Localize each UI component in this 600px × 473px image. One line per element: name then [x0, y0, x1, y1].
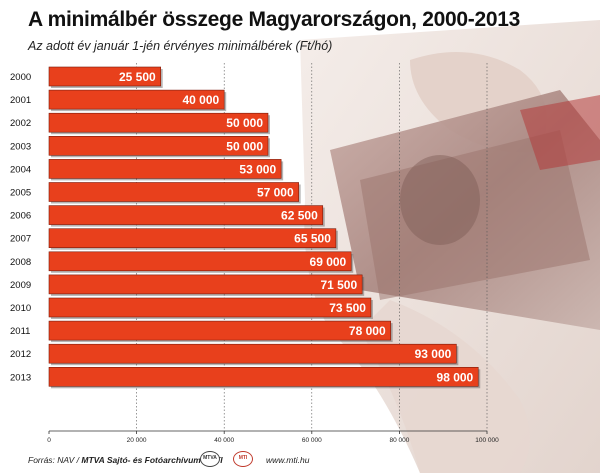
value-label-2008: 69 000 — [310, 255, 347, 269]
year-label-2012: 2012 — [10, 349, 31, 360]
bar-2004 — [48, 159, 282, 179]
chart-title: A minimálbér összege Magyarországon, 200… — [28, 8, 520, 31]
year-label-2005: 2005 — [10, 188, 31, 199]
x-tick-label-20000: 20 000 — [127, 437, 147, 444]
value-label-2001: 40 000 — [182, 93, 219, 107]
year-label-2006: 2006 — [10, 211, 31, 222]
x-tick-label-60000: 60 000 — [302, 437, 322, 444]
mtva-logo-text: MTVA — [203, 455, 217, 461]
bar-2001 — [48, 89, 225, 110]
source-url: www.mti.hu — [266, 455, 310, 465]
source-agency: MTVA Sajtó- és Fotóarchívum / MTI — [81, 455, 223, 465]
bar-2013 — [48, 366, 479, 387]
year-label-2008: 2008 — [10, 257, 31, 268]
x-tick-label-0: 0 — [47, 437, 51, 444]
year-label-2011: 2011 — [10, 326, 30, 337]
bar-2012 — [48, 343, 457, 364]
value-label-2000: 25 500 — [119, 70, 156, 84]
year-label-2001: 2001 — [10, 95, 31, 106]
mtva-logo: MTVA — [200, 451, 220, 467]
year-label-2002: 2002 — [10, 118, 31, 129]
bar-2011 — [48, 320, 391, 341]
x-tick-label-40000: 40 000 — [214, 437, 234, 444]
year-label-2007: 2007 — [10, 234, 31, 245]
source-credit: Forrás: NAV / MTVA Sajtó- és Fotóarchívu… — [28, 455, 223, 465]
value-label-2002: 50 000 — [226, 116, 263, 130]
value-label-2012: 93 000 — [415, 347, 452, 361]
value-label-2010: 73 500 — [329, 301, 366, 315]
value-label-2004: 53 000 — [239, 162, 276, 176]
x-tick-label-80000: 80 000 — [389, 437, 409, 444]
value-label-2009: 71 500 — [320, 278, 357, 292]
bar-2006 — [48, 205, 324, 225]
bar-2007 — [48, 228, 337, 248]
value-label-2003: 50 000 — [226, 139, 263, 153]
source-prefix: Forrás: NAV / — [28, 455, 82, 465]
chart-subtitle: Az adott év január 1-jén érvényes minimá… — [28, 39, 333, 53]
bar-2005 — [48, 182, 299, 202]
year-label-2010: 2010 — [10, 303, 31, 314]
bar-2008 — [48, 251, 352, 272]
bar-2003 — [48, 136, 269, 156]
year-label-2003: 2003 — [10, 141, 31, 152]
value-label-2011: 78 000 — [349, 324, 386, 338]
bar-2002 — [48, 112, 269, 133]
year-label-2013: 2013 — [10, 372, 31, 383]
value-label-2005: 57 000 — [257, 186, 294, 200]
value-label-2013: 98 000 — [437, 370, 474, 384]
bar-2000 — [48, 66, 161, 87]
value-label-2006: 62 500 — [281, 209, 318, 223]
x-tick-label-100000: 100 000 — [475, 437, 499, 444]
bar-2009 — [48, 274, 363, 295]
mti-logo-text: MTI — [238, 455, 248, 461]
year-label-2004: 2004 — [10, 164, 31, 175]
year-label-2009: 2009 — [10, 280, 31, 291]
mti-logo: MTI — [233, 451, 253, 467]
bar-2010 — [48, 297, 372, 318]
value-label-2007: 65 500 — [294, 232, 331, 246]
year-label-2000: 2000 — [10, 72, 31, 83]
